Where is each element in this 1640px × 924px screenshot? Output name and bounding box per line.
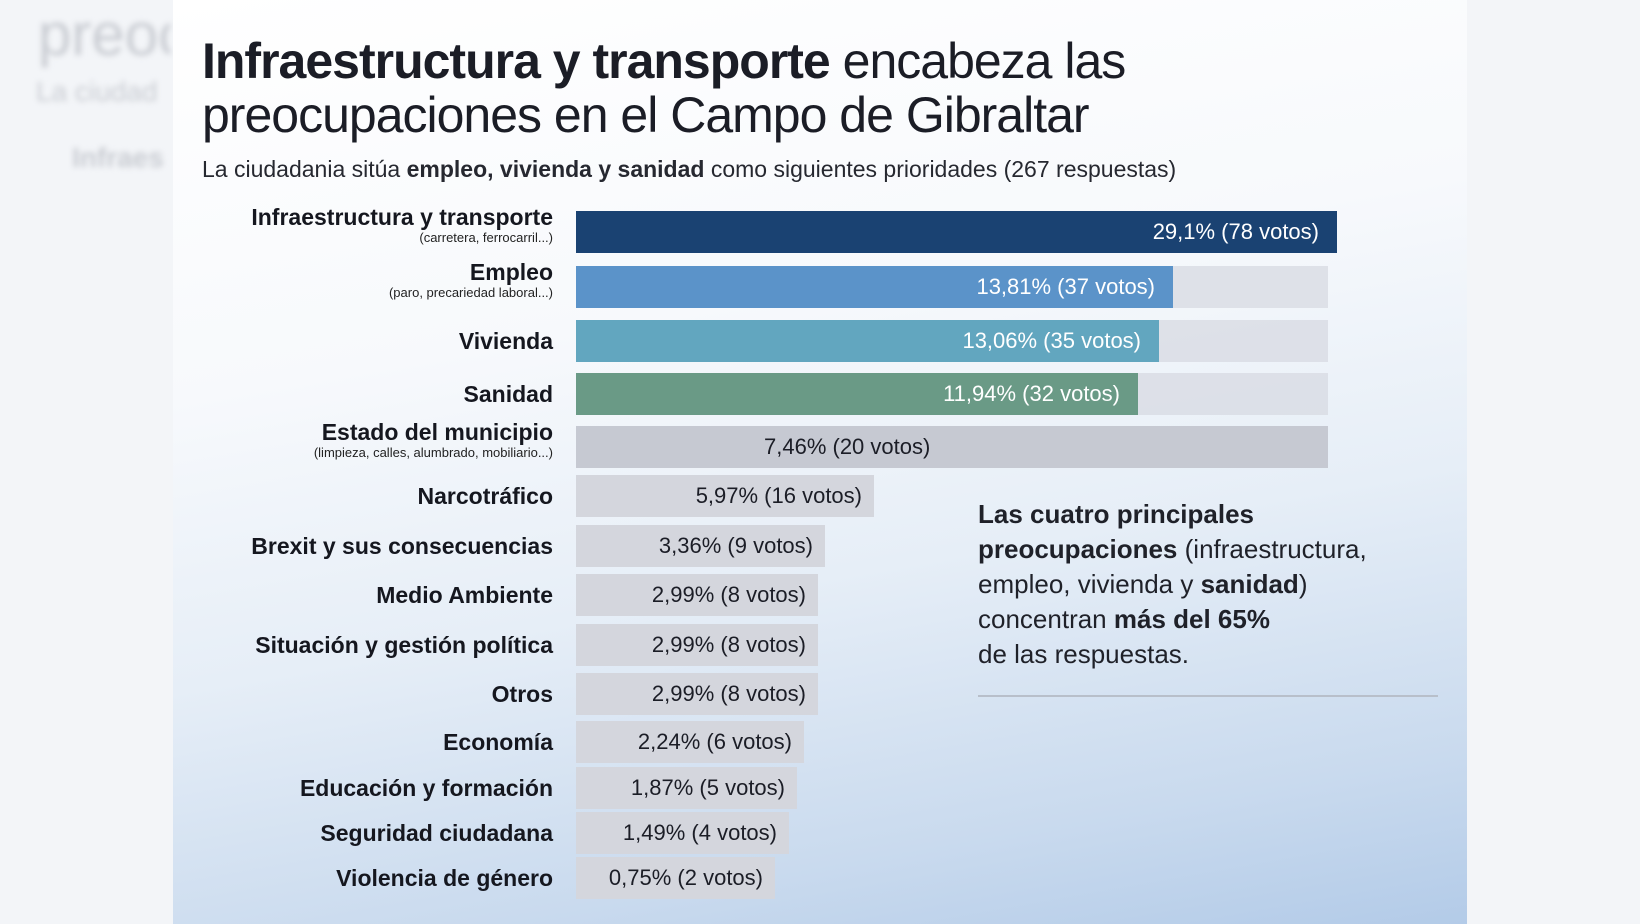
bar-row: Empleo (paro, precariedad laboral...) 13,8… <box>173 259 1467 308</box>
category-name: Narcotráfico <box>417 483 553 509</box>
category-label: Estado del municipio (limpieza, calles, a… <box>314 419 553 460</box>
category-name: Vivienda <box>458 328 553 354</box>
chart-title: Infraestructura y transporte encabeza la… <box>202 33 1127 143</box>
data-label: 13,06% (35 votos) <box>962 328 1141 353</box>
background-text: La ciudad <box>36 76 158 107</box>
data-label: 11,94% (32 votos) <box>943 381 1120 406</box>
bar-row: Brexit y sus consecuencias 3,36% (9 votos… <box>173 525 1467 567</box>
category-label: Empleo (paro, precariedad laboral...) <box>389 259 553 300</box>
bar-row: Vivienda 13,06% (35 votos) <box>173 320 1467 362</box>
data-label: 2,99% (8 votos) <box>651 632 806 657</box>
data-label: 1,49% (4 votos) <box>622 820 777 845</box>
bar <box>576 624 818 666</box>
note-text: concentran <box>978 604 1114 634</box>
category-label: Medio Ambiente <box>376 582 553 608</box>
category-label: Educación y formación <box>300 775 553 801</box>
data-label: 2,99% (8 votos) <box>651 681 806 706</box>
bar-row: Economía 2,24% (6 votos) <box>173 721 1467 763</box>
background-text: Infraes <box>72 142 164 173</box>
data-label: 13,81% (37 votos) <box>976 274 1155 299</box>
note-text: sanidad <box>1200 569 1299 599</box>
bar <box>576 475 874 517</box>
title-line2: preocupaciones en el Campo de Gibraltar <box>202 87 1090 143</box>
category-sublabel: (paro, precariedad laboral...) <box>388 285 553 300</box>
bar-row: Educación y formación 1,87% (5 votos) <box>173 767 1467 809</box>
bar-row: Violencia de género 0,75% (2 votos) <box>173 857 1467 899</box>
bar <box>576 320 1159 362</box>
category-name: Violencia de género <box>336 865 553 891</box>
subtitle-bold: empleo, vivienda y sanidad <box>406 156 705 182</box>
category-sublabel: (carretera, ferrocarril...) <box>419 230 553 245</box>
data-label: 0,75% (2 votos) <box>608 865 763 890</box>
category-name: Sanidad <box>463 381 553 407</box>
data-label: 29,1% (78 votos) <box>1152 219 1319 244</box>
category-sublabel: (limpieza, calles, alumbrado, mobiliario… <box>313 445 553 460</box>
category-name: Seguridad ciudadana <box>320 820 553 846</box>
bar-row: Sanidad 11,94% (32 votos) <box>173 373 1467 415</box>
bar <box>576 857 775 899</box>
category-label: Violencia de género <box>336 865 553 891</box>
subtitle-post: como siguientes prioridades (267 respues… <box>704 156 1177 182</box>
category-name: Empleo <box>469 259 553 285</box>
category-label: Infraestructura y transporte (carretera, … <box>251 204 553 245</box>
bar-row: Otros 2,99% (8 votos) <box>173 673 1467 715</box>
title-rest: encabeza las <box>829 33 1127 89</box>
bar <box>576 721 804 763</box>
category-name: Brexit y sus consecuencias <box>251 533 553 559</box>
category-name: Economía <box>443 729 553 755</box>
note-text: Las cuatro principales <box>978 499 1254 529</box>
blurred-background: preoc La ciudad Infraes <box>0 0 170 924</box>
note-text: más del 65% <box>1113 604 1270 634</box>
data-label: 2,24% (6 votos) <box>637 729 792 754</box>
bar <box>576 574 818 616</box>
bar <box>576 373 1138 415</box>
category-label: Narcotráfico <box>418 483 553 509</box>
bar <box>576 266 1173 308</box>
subtitle-pre: La ciudadania sitúa <box>202 156 407 182</box>
bar-row: Medio Ambiente 2,99% (8 votos) <box>173 574 1467 616</box>
note-text: preocupaciones <box>978 534 1178 564</box>
category-label: Vivienda <box>459 328 553 354</box>
bar <box>576 812 789 854</box>
category-label: Otros <box>492 681 553 707</box>
category-label: Sanidad <box>464 381 553 407</box>
bar-row: Narcotráfico 5,97% (16 votos) <box>173 475 1467 517</box>
infographic-panel: Infraestructura y transporte encabeza la… <box>173 0 1467 924</box>
bar <box>576 211 1337 253</box>
note-text: de las respuestas. <box>978 639 1190 669</box>
data-label: 1,87% (5 votos) <box>630 775 785 800</box>
category-label: Situación y gestión política <box>255 632 553 658</box>
category-label: Seguridad ciudadana <box>320 820 553 846</box>
data-label: 7,46% (20 votos) <box>764 434 931 459</box>
bar <box>576 525 825 567</box>
note-text: empleo, vivienda y <box>978 569 1201 599</box>
chart-subtitle: La ciudadania sitúa empleo, vivienda y s… <box>202 156 1176 183</box>
annotation-note: Las cuatro principales preocupaciones (i… <box>978 497 1418 672</box>
category-name: Otros <box>491 681 553 707</box>
note-text: (infraestructura, <box>1177 534 1367 564</box>
category-label: Brexit y sus consecuencias <box>251 533 553 559</box>
category-name: Educación y formación <box>299 775 553 801</box>
title-bold: Infraestructura y transporte <box>202 33 831 89</box>
category-name: Situación y gestión política <box>255 632 553 658</box>
bar <box>576 673 818 715</box>
category-name: Infraestructura y transporte <box>251 204 553 230</box>
bar <box>576 426 1328 468</box>
bar-row: Seguridad ciudadana 1,49% (4 votos) <box>173 812 1467 854</box>
bar-row: Situación y gestión política 2,99% (8 vot… <box>173 624 1467 666</box>
data-label: 5,97% (16 votos) <box>695 483 862 508</box>
category-name: Estado del municipio <box>321 419 553 445</box>
divider <box>978 695 1438 697</box>
note-text: ) <box>1298 569 1308 599</box>
data-label: 3,36% (9 votos) <box>658 533 813 558</box>
category-name: Medio Ambiente <box>376 582 553 608</box>
bar <box>576 767 797 809</box>
category-label: Economía <box>443 729 553 755</box>
bar-row: Infraestructura y transporte (carretera, … <box>173 204 1467 253</box>
data-label: 2,99% (8 votos) <box>651 582 806 607</box>
background-text: preoc <box>38 1 170 68</box>
bar-row: Estado del municipio (limpieza, calles, a… <box>173 419 1467 468</box>
